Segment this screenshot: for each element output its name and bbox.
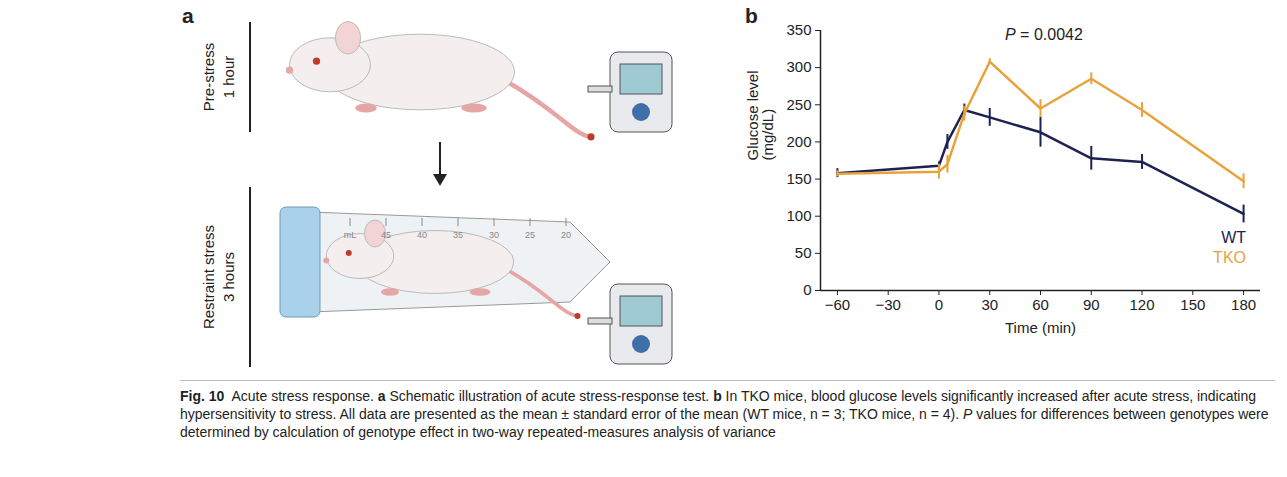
html-text:a: a (182, 4, 194, 27)
svg-text:0: 0 (803, 281, 811, 298)
svg-text:45: 45 (381, 230, 391, 240)
svg-text:mL: mL (344, 230, 357, 240)
svg-text:300: 300 (786, 58, 811, 75)
svg-text:0: 0 (935, 296, 943, 313)
html-text:b: b (745, 4, 758, 27)
svg-text:Glucose level(mg/dL): Glucose level(mg/dL) (744, 70, 776, 160)
svg-text:−30: −30 (875, 296, 900, 313)
svg-text:200: 200 (786, 133, 811, 150)
svg-text:150: 150 (786, 170, 811, 187)
svg-text:−60: −60 (825, 296, 850, 313)
html-text:TKO: TKO (1213, 249, 1246, 266)
svg-text:Pre-stress1 hour: Pre-stress1 hour (200, 43, 237, 111)
svg-text:20: 20 (561, 230, 571, 240)
html-text:P = 0.0042: P = 0.0042 (1005, 26, 1083, 43)
svg-text:350: 350 (786, 21, 811, 38)
svg-text:40: 40 (417, 230, 427, 240)
svg-text:90: 90 (1083, 296, 1100, 313)
svg-text:Restraint stress3 hours: Restraint stress3 hours (200, 225, 237, 329)
svg-text:100: 100 (786, 207, 811, 224)
html-text:WT: WT (1221, 229, 1246, 246)
svg-text:120: 120 (1130, 296, 1155, 313)
svg-text:35: 35 (453, 230, 463, 240)
svg-text:250: 250 (786, 96, 811, 113)
svg-text:25: 25 (525, 230, 535, 240)
svg-text:50: 50 (795, 244, 812, 261)
svg-text:30: 30 (489, 230, 499, 240)
svg-text:30: 30 (981, 296, 998, 313)
svg-text:180: 180 (1231, 296, 1256, 313)
svg-text:60: 60 (1032, 296, 1049, 313)
html-text:Fig. 10 Acute stress response.: Fig. 10 Acute stress response. a Schemat… (180, 388, 1269, 441)
svg-text:150: 150 (1180, 296, 1205, 313)
svg-text:Time (min): Time (min) (1005, 319, 1076, 336)
